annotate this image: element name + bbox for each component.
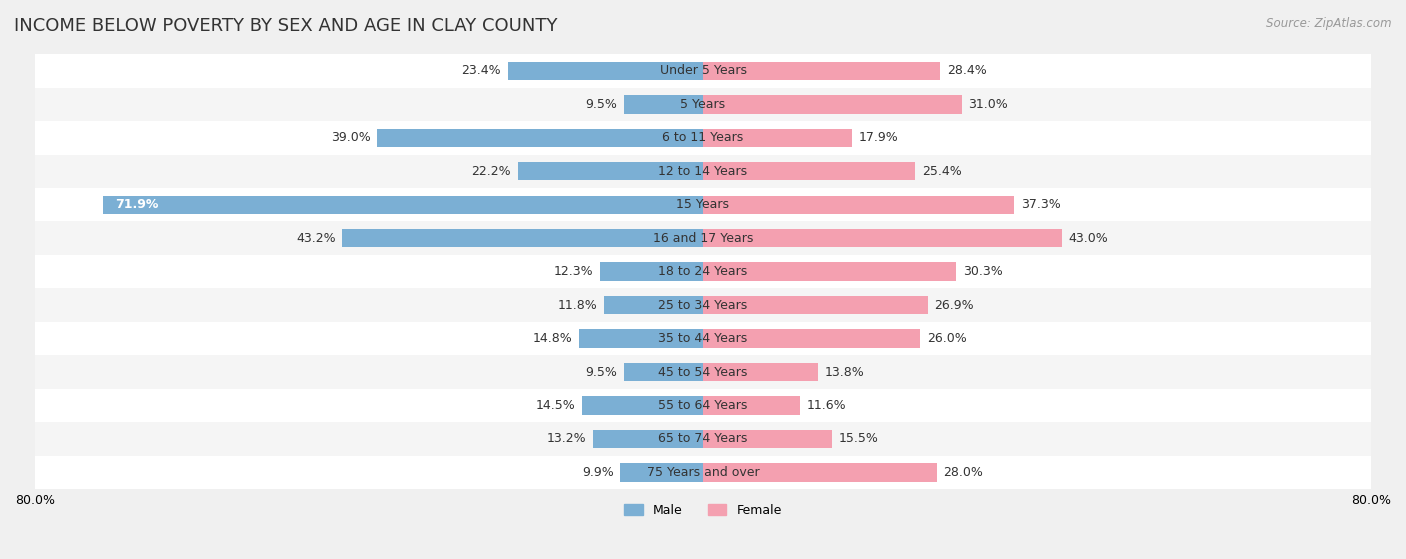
Bar <box>624 363 703 381</box>
Bar <box>703 396 800 415</box>
Text: 11.8%: 11.8% <box>558 299 598 311</box>
Legend: Male, Female: Male, Female <box>619 499 787 522</box>
Text: 25.4%: 25.4% <box>922 165 962 178</box>
Text: 13.2%: 13.2% <box>547 433 586 446</box>
Text: 75 Years and over: 75 Years and over <box>647 466 759 479</box>
Text: 18 to 24 Years: 18 to 24 Years <box>658 265 748 278</box>
Bar <box>35 221 1371 255</box>
Text: 37.3%: 37.3% <box>1021 198 1062 211</box>
Bar <box>703 430 832 448</box>
Text: 14.8%: 14.8% <box>533 332 572 345</box>
Bar <box>103 196 703 214</box>
Text: 31.0%: 31.0% <box>969 98 1008 111</box>
Bar <box>35 255 1371 288</box>
Bar <box>624 95 703 113</box>
Text: 43.2%: 43.2% <box>297 231 336 245</box>
Text: 5 Years: 5 Years <box>681 98 725 111</box>
Text: INCOME BELOW POVERTY BY SEX AND AGE IN CLAY COUNTY: INCOME BELOW POVERTY BY SEX AND AGE IN C… <box>14 17 558 35</box>
Bar <box>703 329 920 348</box>
Bar <box>35 154 1371 188</box>
Bar <box>508 61 703 80</box>
Bar <box>342 229 703 248</box>
Text: 17.9%: 17.9% <box>859 131 898 144</box>
Text: Under 5 Years: Under 5 Years <box>659 64 747 77</box>
Bar <box>703 162 915 181</box>
Text: 6 to 11 Years: 6 to 11 Years <box>662 131 744 144</box>
Text: 30.3%: 30.3% <box>963 265 1002 278</box>
Bar <box>600 262 703 281</box>
Text: 14.5%: 14.5% <box>536 399 575 412</box>
Text: 12 to 14 Years: 12 to 14 Years <box>658 165 748 178</box>
Bar <box>35 422 1371 456</box>
Bar <box>35 188 1371 221</box>
Bar <box>703 296 928 314</box>
Bar <box>703 196 1015 214</box>
Bar <box>517 162 703 181</box>
Text: 28.4%: 28.4% <box>946 64 987 77</box>
Bar <box>703 229 1062 248</box>
Bar <box>703 363 818 381</box>
Bar <box>35 88 1371 121</box>
Text: 15.5%: 15.5% <box>839 433 879 446</box>
Bar <box>605 296 703 314</box>
Text: 22.2%: 22.2% <box>471 165 510 178</box>
Text: 9.5%: 9.5% <box>585 98 617 111</box>
Text: 45 to 54 Years: 45 to 54 Years <box>658 366 748 378</box>
Bar <box>620 463 703 482</box>
Text: 9.9%: 9.9% <box>582 466 613 479</box>
Bar <box>35 389 1371 422</box>
Text: 43.0%: 43.0% <box>1069 231 1108 245</box>
Text: 15 Years: 15 Years <box>676 198 730 211</box>
Text: 13.8%: 13.8% <box>825 366 865 378</box>
Bar <box>593 430 703 448</box>
Bar <box>703 463 936 482</box>
Text: 39.0%: 39.0% <box>330 131 371 144</box>
Bar <box>35 121 1371 154</box>
Bar <box>582 396 703 415</box>
Bar <box>35 288 1371 322</box>
Bar <box>35 356 1371 389</box>
Text: 23.4%: 23.4% <box>461 64 501 77</box>
Bar <box>377 129 703 147</box>
Text: 35 to 44 Years: 35 to 44 Years <box>658 332 748 345</box>
Bar <box>703 95 962 113</box>
Text: 9.5%: 9.5% <box>585 366 617 378</box>
Text: 26.9%: 26.9% <box>935 299 974 311</box>
Text: Source: ZipAtlas.com: Source: ZipAtlas.com <box>1267 17 1392 30</box>
Text: 55 to 64 Years: 55 to 64 Years <box>658 399 748 412</box>
Text: 12.3%: 12.3% <box>554 265 593 278</box>
Bar <box>703 61 941 80</box>
Bar <box>703 129 852 147</box>
Text: 16 and 17 Years: 16 and 17 Years <box>652 231 754 245</box>
Bar <box>35 322 1371 356</box>
Bar <box>35 54 1371 88</box>
Text: 28.0%: 28.0% <box>943 466 983 479</box>
Text: 26.0%: 26.0% <box>927 332 966 345</box>
Text: 71.9%: 71.9% <box>115 198 159 211</box>
Bar <box>703 262 956 281</box>
Text: 65 to 74 Years: 65 to 74 Years <box>658 433 748 446</box>
Bar <box>35 456 1371 489</box>
Text: 25 to 34 Years: 25 to 34 Years <box>658 299 748 311</box>
Text: 11.6%: 11.6% <box>807 399 846 412</box>
Bar <box>579 329 703 348</box>
